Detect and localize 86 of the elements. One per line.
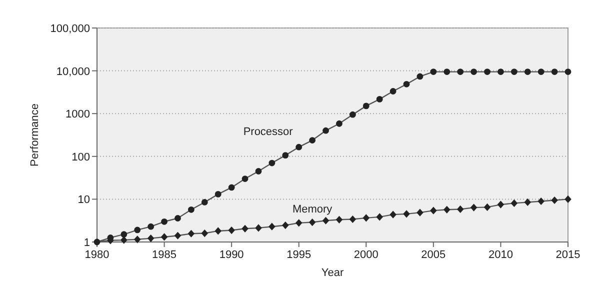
point <box>564 195 572 203</box>
x-tick-label: 2015 <box>556 249 580 261</box>
point <box>147 234 154 242</box>
y-tick-label: 100 <box>72 151 90 164</box>
point <box>362 214 370 222</box>
point <box>457 68 464 75</box>
point <box>160 233 168 241</box>
point <box>214 190 222 198</box>
point <box>134 226 141 234</box>
x-tick-label: 1990 <box>219 249 244 261</box>
point <box>538 68 544 75</box>
x-tick-label: 2000 <box>354 249 378 261</box>
point <box>255 168 262 174</box>
point <box>322 216 330 224</box>
point <box>510 68 518 75</box>
point <box>443 206 450 214</box>
point <box>524 198 532 206</box>
point <box>470 204 478 212</box>
point <box>282 152 289 159</box>
point <box>242 176 248 182</box>
point <box>228 184 235 191</box>
point <box>430 206 437 214</box>
point <box>188 230 195 238</box>
point <box>161 218 168 225</box>
point <box>376 96 383 102</box>
point <box>390 210 396 218</box>
point <box>214 227 222 235</box>
point <box>349 111 356 118</box>
point <box>403 210 410 218</box>
point <box>242 224 248 232</box>
point <box>255 224 262 232</box>
point <box>268 160 276 166</box>
point <box>282 221 289 230</box>
point <box>416 73 424 80</box>
point <box>524 68 531 75</box>
point <box>188 206 194 213</box>
point <box>498 68 504 75</box>
y-tick-label: 1 <box>84 237 90 249</box>
point <box>484 68 490 75</box>
point <box>470 68 477 75</box>
point <box>430 68 437 75</box>
x-tick-label: 2010 <box>488 249 513 261</box>
y-tick-label: 1000 <box>66 108 90 121</box>
point <box>551 68 558 75</box>
point <box>201 229 208 238</box>
point <box>228 226 235 234</box>
point <box>551 196 558 204</box>
point <box>120 231 128 238</box>
y-axis-title: Performance <box>29 104 41 166</box>
point <box>322 127 329 134</box>
point <box>403 80 410 88</box>
point <box>295 219 302 227</box>
point <box>564 68 572 75</box>
point <box>296 144 302 150</box>
point <box>416 208 424 216</box>
point <box>134 236 141 244</box>
point <box>148 223 154 230</box>
point <box>349 215 356 224</box>
point <box>174 232 182 240</box>
point <box>538 197 544 206</box>
y-tick-label: 10,000 <box>56 66 90 78</box>
x-axis-title: Year <box>321 267 344 279</box>
point <box>120 236 128 244</box>
point <box>390 88 396 94</box>
point <box>510 199 518 208</box>
point <box>484 203 491 212</box>
x-tick-label: 1985 <box>152 249 177 261</box>
point <box>362 102 370 110</box>
point <box>444 68 450 75</box>
point <box>308 218 316 226</box>
x-tick-label: 1995 <box>286 249 312 261</box>
point <box>336 216 343 224</box>
y-tick-label: 100,000 <box>50 23 90 35</box>
point <box>497 200 504 208</box>
x-tick-label: 2005 <box>421 249 446 261</box>
series-label: Memory <box>292 203 333 216</box>
point <box>376 213 383 221</box>
point <box>336 120 342 127</box>
point <box>268 222 276 230</box>
point <box>174 215 181 222</box>
point <box>201 199 208 206</box>
x-tick-label: 1980 <box>84 249 110 261</box>
y-tick-label: 10 <box>78 194 90 206</box>
point <box>309 137 316 144</box>
point <box>456 205 464 214</box>
series-label: Processor <box>243 126 294 138</box>
